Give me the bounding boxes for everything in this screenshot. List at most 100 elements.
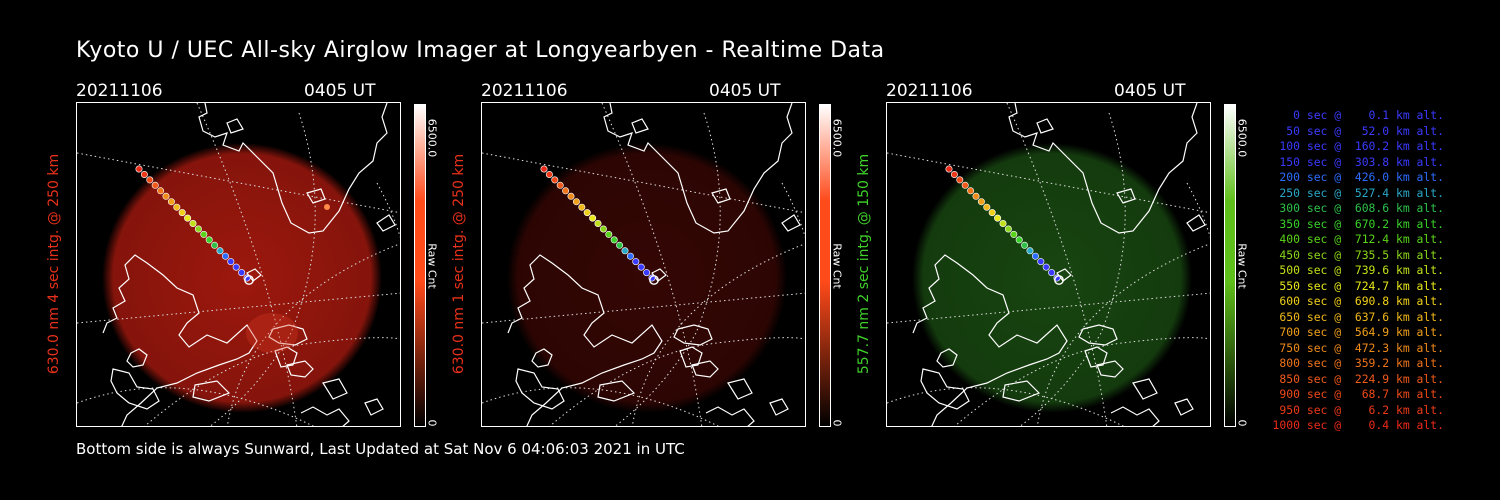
legend-row: 400 sec @ 712.4 km alt. [1272, 232, 1444, 246]
trajectory-point [1010, 230, 1018, 238]
legend-row: 600 sec @ 690.8 km alt. [1272, 294, 1444, 308]
trajectory-point [1021, 241, 1029, 249]
latitude-arc [631, 243, 805, 426]
island-outline [531, 348, 553, 368]
bright-spot [324, 204, 330, 210]
launch-site-marker [649, 275, 659, 285]
legend-row: 500 sec @ 739.6 km alt. [1272, 263, 1444, 277]
legend-row: 300 sec @ 608.6 km alt. [1272, 201, 1444, 215]
launch-site-marker [1054, 275, 1064, 285]
island-outline [286, 360, 314, 378]
island-outline [515, 368, 565, 410]
trajectory-point [578, 203, 586, 211]
trajectory-point [167, 198, 175, 206]
latitude-arc [376, 182, 400, 239]
island-outline [1116, 188, 1136, 204]
trajectory-point [1048, 269, 1056, 277]
trajectory-point [232, 263, 240, 271]
trajectory-point [972, 192, 980, 200]
trajectory-point [205, 236, 213, 244]
legend-row: 100 sec @ 160.2 km alt. [1272, 139, 1444, 153]
trajectory-point [562, 187, 570, 195]
island-outline [1096, 360, 1124, 378]
island-outline [673, 324, 713, 346]
legend-row: 850 sec @ 224.9 km alt. [1272, 371, 1444, 386]
allsky-map [482, 103, 805, 426]
panel-wavelength-label: 630.0 nm 1 sec intg. @ 250 km [451, 153, 467, 375]
trajectory-point [988, 209, 996, 217]
legend-row: 450 sec @ 735.5 km alt. [1272, 247, 1444, 262]
trajectory-point [551, 176, 559, 184]
island-outline [711, 188, 731, 204]
island-outline [126, 348, 148, 368]
colorbar-max: 6500.0 [830, 118, 844, 158]
legend-row: 900 sec @ 68.7 km alt. [1272, 387, 1444, 401]
trajectory-point [238, 269, 246, 277]
legend-row: 150 sec @ 303.8 km alt. [1272, 154, 1444, 169]
trajectory-point [956, 176, 964, 184]
trajectory-point [211, 241, 219, 249]
trajectory-point [194, 225, 202, 233]
colorbar-max: 6500.0 [1235, 118, 1249, 158]
trajectory-point [540, 165, 548, 173]
island-outline [691, 360, 719, 378]
colorbar-min: 0 [425, 419, 439, 427]
coastline [705, 406, 755, 426]
coastline [198, 103, 388, 234]
latitude-arc [887, 387, 1124, 426]
latitude-arc [1036, 243, 1210, 426]
colorbar-unit: Raw Cnt [1235, 243, 1249, 289]
trajectory-point [999, 220, 1007, 228]
colorbar [1224, 104, 1236, 427]
island-outline [1084, 346, 1108, 368]
allsky-image [76, 102, 401, 427]
trajectory-point [1042, 263, 1050, 271]
island-outline [1078, 324, 1118, 346]
trajectory-point [173, 203, 181, 211]
island-outline [1132, 378, 1158, 400]
panel-wavelength-label: 630.0 nm 4 sec intg. @ 250 km [46, 153, 62, 375]
panel-630nm-4sec: 20211106 0405 UT 630.0 nm 4 sec intg. @ … [46, 78, 496, 438]
island-outline [364, 398, 384, 416]
legend-row: 1000 sec @ 0.4 km alt. [1272, 418, 1444, 432]
legend-row: 750 sec @ 472.3 km alt. [1272, 340, 1444, 355]
trajectory-point [626, 252, 634, 260]
island-outline [679, 346, 703, 368]
island-outline [192, 380, 231, 402]
legend-row: 50 sec @ 52.0 km alt. [1272, 123, 1444, 138]
island-outline [727, 378, 753, 400]
coastline [300, 406, 350, 426]
panel-date: 20211106 [76, 81, 163, 101]
island-outline [1056, 268, 1072, 282]
trajectory-point [643, 269, 651, 277]
trajectory-point [610, 236, 618, 244]
meridian-line [887, 152, 1210, 214]
island-outline [920, 368, 970, 410]
legend-row: 700 sec @ 564.9 km alt. [1272, 325, 1444, 339]
trajectory-legend: 0 sec @ 0.1 km alt. 50 sec @ 52.0 km alt… [1262, 108, 1444, 434]
latitude-arc [482, 387, 719, 426]
meridian-line [77, 292, 400, 324]
launch-site-marker [244, 275, 254, 285]
trajectory-point [961, 181, 969, 189]
island-outline [268, 324, 308, 346]
panel-time: 0405 UT [304, 81, 376, 101]
legend-row: 200 sec @ 426.0 km alt. [1272, 170, 1444, 184]
island-outline [376, 214, 396, 232]
colorbar [414, 104, 426, 427]
island-outline [781, 214, 801, 232]
legend-row: 650 sec @ 637.6 km alt. [1272, 309, 1444, 324]
latitude-arc [77, 387, 314, 426]
meridian-line [601, 103, 703, 426]
legend-row: 250 sec @ 527.4 km alt. [1272, 185, 1444, 200]
trajectory-point [1037, 258, 1045, 266]
meridian-line [482, 152, 805, 214]
island-outline [1036, 118, 1054, 134]
trajectory-point [616, 241, 624, 249]
panel-date: 20211106 [886, 81, 973, 101]
coastline [1110, 406, 1160, 426]
trajectory-point [583, 209, 591, 217]
panel-630nm-1sec: 20211106 0405 UT 630.0 nm 1 sec intg. @ … [451, 78, 901, 438]
trajectory-point [556, 181, 564, 189]
island-outline [631, 118, 649, 134]
